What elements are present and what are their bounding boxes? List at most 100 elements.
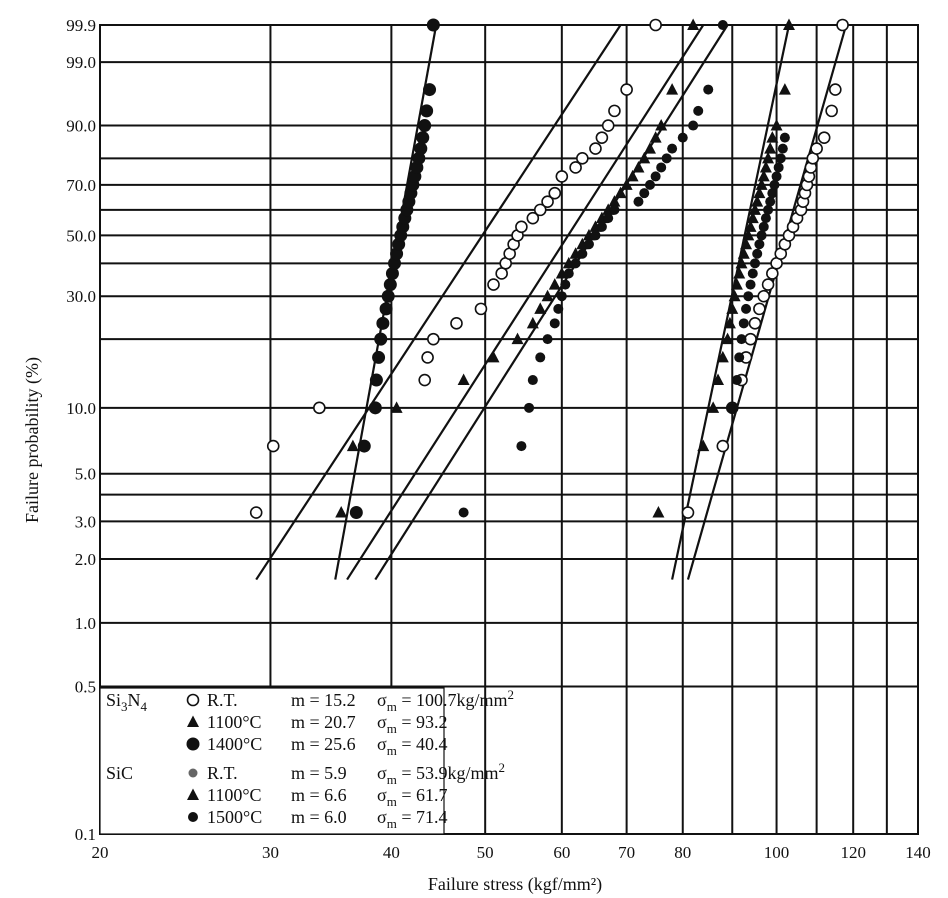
data-point	[655, 119, 668, 131]
fit-line	[374, 24, 729, 581]
x-tick-label: 70	[618, 843, 635, 862]
x-tick-label: 120	[840, 843, 866, 862]
data-point	[416, 131, 430, 145]
sigma-symbol: σ	[377, 690, 387, 710]
sigma-value: = 71.4	[397, 807, 448, 827]
y-tick-label: 0.1	[75, 825, 96, 844]
data-point	[764, 142, 777, 154]
data-point	[746, 211, 759, 224]
x-tick-label: 40	[383, 843, 400, 862]
data-point	[758, 221, 769, 232]
data-point	[757, 289, 771, 303]
fit-line	[255, 24, 622, 581]
data-point	[420, 104, 434, 118]
data-point	[379, 302, 393, 316]
data-point	[511, 332, 524, 345]
data-point	[576, 152, 589, 165]
sigma-value: = 100.7kg/mm	[397, 690, 508, 710]
y-tick-label: 70.0	[66, 176, 96, 195]
data-point	[770, 119, 783, 131]
data-point	[751, 195, 764, 207]
sigma-value: = 61.7	[397, 785, 448, 805]
legend-temperature: 1500°C	[207, 807, 262, 827]
data-point	[421, 351, 434, 364]
data-point	[759, 160, 772, 173]
data-point	[549, 318, 560, 329]
data-point	[749, 258, 760, 269]
data-point	[374, 332, 388, 346]
data-point	[727, 402, 738, 413]
data-point	[249, 506, 263, 519]
fit-line	[686, 24, 848, 580]
x-tick-label: 20	[92, 843, 109, 862]
legend-temperature: 1100°C	[207, 785, 262, 805]
data-point	[777, 143, 788, 154]
data-point	[583, 239, 594, 250]
data-point	[773, 162, 784, 173]
data-point	[687, 18, 700, 30]
data-point	[376, 316, 390, 330]
data-point	[608, 195, 621, 207]
sigma-subscript: m	[387, 699, 397, 714]
data-point	[638, 151, 651, 164]
y-tick-label: 99.9	[66, 16, 96, 35]
data-point	[369, 373, 383, 387]
legend-m-value: m = 15.2	[291, 690, 356, 710]
data-point	[728, 289, 741, 302]
legend-marker	[187, 715, 199, 727]
x-axis-label: Failure stress (kgf/mm²)	[428, 874, 602, 895]
data-point	[771, 171, 782, 182]
data-point	[744, 220, 757, 232]
data-point	[487, 278, 500, 291]
data-point	[577, 248, 588, 259]
y-tick-labels: 0.1 0.5 1.0 2.0 3.0 5.0 10.0 30.0 50.0 70.0 90.0 99…	[66, 16, 96, 844]
fit-line	[334, 24, 438, 580]
legend-material-part: 3	[121, 699, 128, 714]
data-point	[390, 401, 403, 413]
data-point	[740, 237, 753, 250]
data-point	[603, 213, 614, 224]
data-point	[761, 278, 775, 291]
data-point	[526, 211, 540, 225]
data-point	[608, 104, 621, 118]
data-point	[412, 151, 426, 165]
data-point	[681, 506, 695, 519]
data-point	[383, 278, 397, 292]
legend-sigma: σm = 100.7kg/mm2	[377, 687, 514, 714]
data-point	[427, 332, 440, 346]
legend-temperature: 1400°C	[207, 734, 262, 754]
sigma-symbol: σ	[377, 807, 387, 827]
data-point	[418, 373, 432, 387]
data-point	[570, 258, 581, 269]
data-point	[716, 350, 729, 363]
unit-superscript: 2	[507, 687, 514, 702]
data-point	[766, 131, 779, 143]
data-points	[249, 18, 849, 520]
x-tick-label: 100	[764, 843, 790, 862]
data-point	[754, 239, 765, 250]
data-point	[753, 186, 766, 199]
legend-marker	[188, 812, 198, 822]
data-point	[778, 83, 791, 95]
legend-marker	[188, 768, 198, 778]
data-point	[735, 256, 748, 269]
data-point	[741, 303, 752, 314]
data-point	[548, 186, 562, 200]
data-point	[703, 84, 714, 95]
data-point	[721, 332, 734, 345]
data-point	[738, 318, 749, 329]
sigma-symbol: σ	[377, 785, 387, 805]
data-point	[644, 179, 655, 190]
data-point	[385, 266, 399, 280]
data-point	[825, 104, 838, 118]
legend-marker	[186, 737, 200, 751]
y-tick-label: 90.0	[66, 117, 96, 136]
data-point	[782, 18, 795, 30]
data-point	[667, 143, 678, 154]
data-point	[450, 317, 463, 330]
x-tick-label: 60	[553, 843, 570, 862]
data-point	[526, 316, 539, 329]
data-point	[661, 153, 672, 164]
data-point	[817, 131, 831, 144]
data-point	[779, 132, 790, 143]
